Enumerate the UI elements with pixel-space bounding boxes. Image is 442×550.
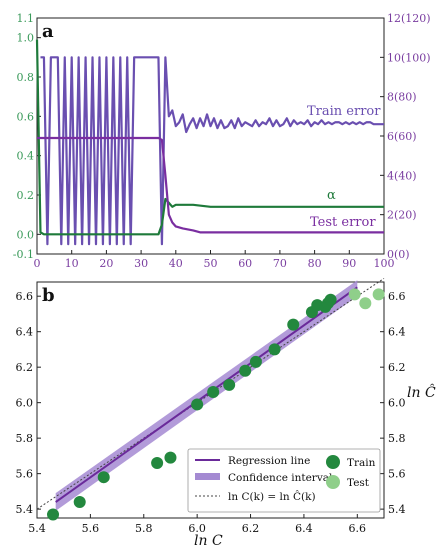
- b-x-tick-label: 5.8: [135, 522, 153, 535]
- label-test-error: Test error: [310, 215, 376, 230]
- series-line: [37, 136, 384, 234]
- b-left-tick-label: 6.0: [16, 397, 34, 410]
- train-point: [249, 355, 262, 368]
- legend-regression-label: Regression line: [228, 455, 310, 467]
- b-x-tick-label: 5.4: [28, 522, 46, 535]
- x-tick-label: 90: [342, 257, 356, 270]
- left-tick-label: 1.1: [17, 12, 35, 25]
- train-point: [47, 508, 60, 521]
- legend: Regression line Confidence interval ln C…: [187, 448, 381, 513]
- panel-a-right-axis: 0(0) 2(20) 4(40) 6(60) 8(80) 10(100) 12(120): [380, 12, 431, 261]
- train-point: [97, 471, 110, 484]
- b-x-tick-label: 6.0: [188, 522, 206, 535]
- b-right-tick-label: 6.4: [388, 326, 406, 339]
- legend-test-marker: [326, 475, 340, 489]
- b-left-tick-label: 6.4: [16, 326, 34, 339]
- x-tick-label: 50: [204, 257, 218, 270]
- train-point: [324, 293, 337, 306]
- left-tick-label: -0.1: [13, 248, 34, 261]
- panel-b-plot: [36, 278, 385, 521]
- b-right-tick-label: 6.2: [388, 361, 406, 374]
- right-tick-label: 10(100): [387, 51, 431, 64]
- b-left-tick-label: 6.6: [16, 290, 34, 303]
- left-tick-label: 0.4: [17, 150, 35, 163]
- left-tick-label: 0.8: [17, 71, 35, 84]
- x-tick-label: 40: [169, 257, 183, 270]
- right-tick-label: 0(0): [387, 248, 410, 261]
- label-alpha: α: [327, 188, 336, 203]
- test-point: [372, 288, 385, 301]
- panel-a-x-axis: 0 10 20 30 40 50 60 70 80 90 100: [34, 250, 395, 270]
- legend-train-label: Train: [347, 457, 376, 469]
- panel-b: 5.4 5.4 5.6 5.6 5.8 5.8 6.0 6.0 6.2 6.2 6.4 6.4 6.6 6…: [16, 278, 436, 549]
- b-left-tick-label: 5.6: [16, 468, 34, 481]
- train-point: [239, 364, 252, 377]
- b-x-tick-label: 6.2: [242, 522, 260, 535]
- x-tick-label: 20: [99, 257, 113, 270]
- x-tick-label: 60: [238, 257, 252, 270]
- left-tick-label: 0.0: [17, 228, 35, 241]
- legend-confidence-label: Confidence interval: [228, 472, 333, 484]
- x-tick-label: 10: [65, 257, 79, 270]
- panel-a-letter: a: [42, 21, 54, 42]
- right-tick-label: 4(40): [387, 169, 417, 182]
- right-tick-label: 8(80): [387, 91, 417, 104]
- b-right-tick-label: 5.4: [388, 503, 406, 516]
- b-right-tick-label: 6.0: [388, 397, 406, 410]
- left-tick-label: 0.6: [17, 110, 35, 123]
- panel-b-frame: [36, 281, 385, 519]
- series-line: [35, 39, 384, 236]
- b-x-tick-label: 6.6: [349, 522, 367, 535]
- test-point: [348, 288, 361, 301]
- test-point: [359, 297, 372, 310]
- train-point: [164, 451, 177, 464]
- x-tick-label: 100: [374, 257, 395, 270]
- train-point: [223, 378, 236, 391]
- b-x-tick-label: 6.4: [295, 522, 313, 535]
- panel-a: -0.1 0.0 0.2 0.4 0.6 0.8 1.0 1.1 0(0) 2(20) 4(40)…: [13, 12, 431, 270]
- x-tick-label: 30: [134, 257, 148, 270]
- x-tick-label: 70: [273, 257, 287, 270]
- b-right-tick-label: 5.8: [388, 432, 406, 445]
- train-point: [268, 343, 281, 356]
- train-point: [73, 496, 86, 509]
- legend-test-label: Test: [347, 477, 370, 489]
- legend-identity-label: ln C(k) = ln Ĉ(k): [228, 489, 316, 503]
- panel-b-x-axis: 5.4 5.6 5.8 6.0 6.2 6.4 6.6: [28, 514, 366, 535]
- train-point: [287, 318, 300, 331]
- regression-line: [55, 286, 358, 503]
- panel-b-x-label: ln C: [194, 533, 223, 549]
- train-point: [151, 456, 164, 469]
- left-tick-label: 0.2: [17, 189, 35, 202]
- b-left-tick-label: 6.2: [16, 361, 34, 374]
- train-point: [191, 398, 204, 411]
- panel-b-letter: b: [42, 285, 55, 306]
- b-left-tick-label: 5.4: [16, 503, 34, 516]
- panel-b-y-axis: 5.4 5.4 5.6 5.6 5.8 5.8 6.0 6.0 6.2 6.2 6.4 6.4 6.6 6…: [16, 290, 406, 516]
- right-tick-label: 12(120): [387, 12, 431, 25]
- b-x-tick-label: 5.6: [82, 522, 100, 535]
- series-line: [40, 56, 384, 246]
- b-right-tick-label: 6.6: [388, 290, 406, 303]
- left-tick-label: 1.0: [17, 32, 35, 45]
- b-left-tick-label: 5.8: [16, 432, 34, 445]
- label-train-error: Train error: [307, 104, 381, 119]
- b-right-tick-label: 5.6: [388, 468, 406, 481]
- x-tick-label: 0: [34, 257, 41, 270]
- panel-b-y-label: ln Ĉ: [407, 383, 436, 401]
- panel-a-lines: [35, 39, 384, 246]
- x-tick-label: 80: [308, 257, 322, 270]
- train-point: [207, 386, 220, 399]
- right-tick-label: 6(60): [387, 130, 417, 143]
- legend-train-marker: [326, 455, 340, 469]
- legend-confidence-swatch: [195, 473, 220, 480]
- right-tick-label: 2(20): [387, 209, 417, 222]
